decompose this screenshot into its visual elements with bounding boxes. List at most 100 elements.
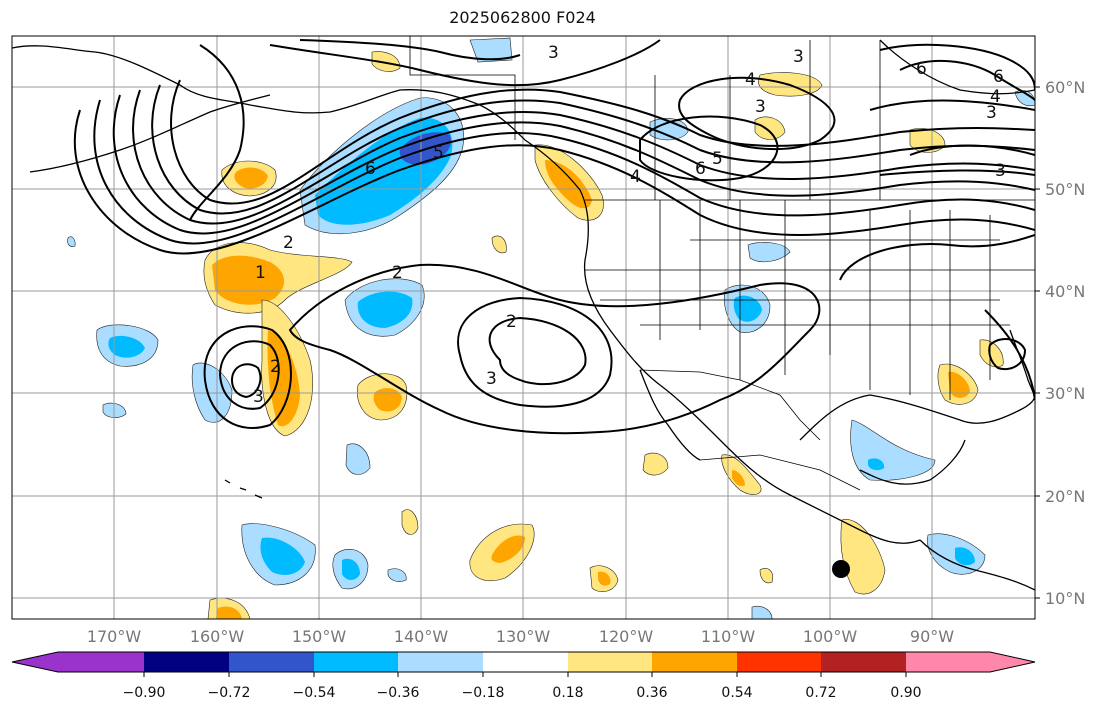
shade-neg-16 [751,605,773,619]
lon-label: 130°W [496,627,551,646]
shade-neg-5c [733,295,762,322]
shade-pos-small-3c [491,535,525,563]
lat-label: 60°N [1045,78,1085,97]
shade-neg-2c [357,291,413,328]
coast-centralamerica [919,539,1035,591]
border-states-3 [869,210,991,400]
lon-label: 90°W [910,627,954,646]
lon-label: 150°W [292,627,347,646]
shade-neg-15 [1014,90,1035,107]
shade-pos-band-core [212,255,285,305]
colorbar-segment [568,652,652,672]
contour-label: 2 [270,357,281,377]
colorbar-segment [483,652,568,672]
colorbar-label: 0.36 [636,685,667,701]
shade-neg-11 [747,242,791,263]
contour-label: 3 [793,47,804,67]
contour-label: 2 [392,263,403,283]
shade-neg-9c [955,547,975,566]
shade-pos-small-12 [979,339,1004,368]
lat-labels: 60°N 50°N 40°N 30°N 20°N 10°N [1045,78,1085,608]
lon-label: 140°W [394,627,449,646]
contour-label: 5 [433,143,444,163]
shade-neg-10 [649,118,689,141]
shade-pos-small-1c [234,167,268,189]
contour-cutoff-2 [203,325,292,429]
lon-label: 110°W [701,627,756,646]
shade-pos-small-14 [754,116,786,140]
shade-pos-small-11 [642,452,669,476]
contour-label: 6 [916,59,927,79]
lat-ticks [1035,86,1040,599]
contour-high-2 [639,115,779,182]
colorbar-outline [11,651,1036,673]
border-mexico [699,454,861,491]
lat-label: 40°N [1045,282,1085,301]
contour-lines [73,39,1035,435]
contour-jet-6 [170,79,1035,205]
lon-label: 160°W [190,627,245,646]
lat-label: 50°N [1045,180,1085,199]
colorbar-label: −0.90 [123,685,166,701]
contour-label: 6 [365,159,376,179]
contour-label: 4 [745,70,756,90]
coast-westcoast [524,139,921,544]
contour-north-1 [189,44,245,221]
contour-ne-3 [899,60,1035,101]
contour-jet-1 [73,109,1035,255]
shade-pos-small-17 [759,568,773,584]
colorbar-label: −0.72 [208,685,251,701]
contour-jet-2 [93,99,1035,245]
lat-label: 30°N [1045,384,1085,403]
colorbar-segment [652,652,737,672]
contour-north-2 [269,39,661,87]
colorbar-label: 0.54 [721,685,752,701]
lon-label: 100°W [803,627,858,646]
shade-pos-small-4c [732,470,745,487]
shade-neg-14 [387,568,407,582]
shade-neg-7c [260,537,305,575]
contour-cutoff-1 [218,340,280,410]
colorbar-segment [821,652,906,672]
border-alaska-canada [409,36,516,140]
contour-labels: 3 3 3 4 3 6 4 3 6 6 5 4 5 6 2 1 2 2 3 2 … [253,43,1006,407]
contour-label: 3 [755,97,766,117]
border-us-mexico [639,369,821,441]
lat-label: 20°N [1045,487,1085,506]
contour-label: 3 [253,387,264,407]
contour-label: 6 [695,159,706,179]
coast-baja [639,369,701,461]
contour-jet-5 [151,84,1035,215]
contour-label: 3 [986,103,997,123]
lon-label: 120°W [599,627,654,646]
shade-pos-small-13 [371,51,401,72]
shade-pos-small-7c [598,571,611,586]
colorbar-min-extend [12,652,58,672]
shade-pos-small-15 [401,509,419,535]
shade-neg-8c [342,558,360,580]
contour-ne-2 [869,99,1035,111]
contour-label: 6 [993,67,1004,87]
lon-label: 170°W [87,627,142,646]
coast-gulf [799,394,1035,441]
contour-label: 4 [990,87,1001,107]
shade-pos-small-16 [491,235,507,254]
contour-outer-2 [288,263,821,435]
political-borders [409,36,1035,491]
contour-ne-4 [909,144,1035,156]
colorbar-labels: −0.90 −0.72 −0.54 −0.36 −0.18 0.18 0.36 … [123,685,922,701]
colorbar-max-extend [990,652,1035,672]
contour-label: 3 [486,369,497,389]
border-canada-prov [654,40,881,200]
colorbar-segment [144,652,229,672]
contour-low-pac-2 [457,296,613,408]
contour-label: 3 [995,161,1006,181]
contour-se-2 [984,309,1035,401]
colorbar-ticks [143,672,907,677]
colorbar-label: 0.18 [552,685,583,701]
coast-hawaii [224,479,263,499]
map-frame [11,35,1036,620]
shade-pos-coast-core [545,160,592,209]
contour-label: 4 [630,167,641,187]
